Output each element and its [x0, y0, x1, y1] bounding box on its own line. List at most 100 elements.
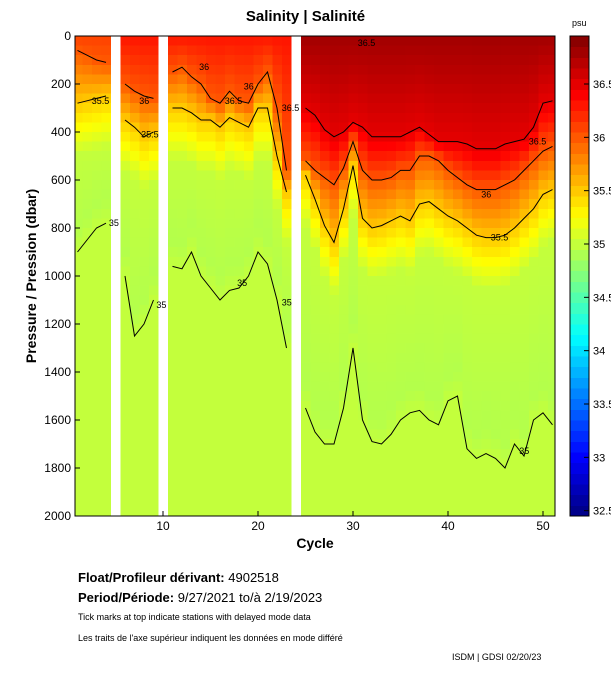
heatmap-cell	[319, 410, 330, 421]
heatmap-cell	[167, 362, 178, 373]
heatmap-cell	[443, 276, 453, 286]
heatmap-cell	[386, 160, 396, 171]
heatmap-cell	[196, 132, 206, 142]
heatmap-cell	[148, 141, 159, 152]
heatmap-cell	[490, 477, 501, 488]
heatmap-cell	[310, 256, 320, 267]
heatmap-cell	[462, 122, 472, 133]
heatmap-cell	[196, 151, 206, 162]
heatmap-cell	[348, 189, 358, 200]
heatmap-cell	[75, 362, 83, 373]
heatmap-cell	[490, 141, 501, 152]
heatmap-cell	[405, 45, 415, 56]
heatmap-cell	[357, 237, 368, 248]
heatmap-cell	[528, 362, 539, 373]
heatmap-cell	[367, 324, 377, 334]
heatmap-cell	[452, 276, 463, 286]
heatmap-cell	[186, 151, 197, 162]
colorbar-cell	[570, 345, 589, 357]
heatmap-cell	[386, 141, 396, 152]
heatmap-cell	[319, 45, 330, 56]
heatmap-cell	[386, 208, 396, 219]
heatmap-cell	[272, 218, 282, 229]
heatmap-cell	[120, 333, 130, 344]
heatmap-cell	[224, 266, 235, 277]
heatmap-cell	[75, 266, 83, 277]
heatmap-cell	[357, 132, 368, 142]
heatmap-cell	[490, 247, 501, 258]
heatmap-cell	[120, 420, 130, 430]
heatmap-cell	[196, 189, 206, 200]
heatmap-cell	[167, 468, 178, 478]
heatmap-cell	[519, 400, 529, 411]
heatmap-cell	[395, 103, 406, 114]
heatmap-cell	[386, 400, 396, 411]
heatmap-cell	[376, 141, 387, 152]
heatmap-cell	[433, 74, 444, 85]
heatmap-cell	[338, 477, 349, 488]
heatmap-cell	[367, 276, 377, 286]
heatmap-cell	[82, 151, 92, 162]
heatmap-cell	[262, 45, 273, 56]
heatmap-cell	[281, 112, 292, 123]
contour-line-35.5	[305, 165, 553, 244]
heatmap-cell	[471, 84, 482, 94]
heatmap-cell	[120, 410, 130, 421]
heatmap-cell	[462, 170, 472, 181]
contour-line-35.5	[172, 107, 287, 193]
heatmap-cell	[262, 256, 273, 267]
heatmap-cell	[405, 266, 415, 277]
heatmap-cell	[547, 64, 555, 75]
heatmap-cell	[129, 93, 140, 104]
heatmap-cell	[452, 458, 463, 469]
heatmap-cell	[433, 208, 444, 219]
heatmap-cell	[405, 112, 415, 123]
float-id: 4902518	[228, 570, 279, 585]
heatmap-cell	[215, 189, 225, 200]
heatmap-cell	[262, 458, 273, 469]
heatmap-cell	[281, 132, 292, 142]
heatmap-cell	[386, 304, 396, 315]
heatmap-cell	[462, 391, 472, 402]
colorbar-cell	[570, 238, 589, 250]
y-tick-label: 0	[64, 29, 71, 43]
heatmap-cell	[462, 343, 472, 354]
heatmap-cell	[348, 151, 358, 162]
heatmap-cell	[338, 218, 349, 229]
heatmap-cell	[234, 36, 244, 46]
heatmap-cell	[376, 228, 387, 238]
heatmap-cell	[452, 112, 463, 123]
heatmap-cell	[443, 180, 453, 190]
heatmap-cell	[148, 429, 159, 440]
heatmap-cell	[443, 55, 453, 66]
heatmap-cell	[262, 410, 273, 421]
colorbar-cell	[570, 196, 589, 208]
heatmap-cell	[538, 199, 548, 210]
heatmap-cell	[509, 122, 520, 133]
heatmap-cell	[120, 141, 130, 152]
heatmap-cell	[281, 381, 292, 392]
heatmap-cell	[500, 55, 510, 66]
y-tick-label: 1400	[44, 365, 71, 379]
heatmap-cell	[310, 496, 320, 507]
heatmap-cell	[91, 420, 102, 430]
heatmap-cell	[243, 276, 254, 286]
heatmap-cell	[395, 295, 406, 306]
heatmap-cell	[500, 74, 510, 85]
heatmap-cell	[120, 506, 130, 516]
heatmap-cell	[139, 496, 149, 507]
heatmap-cell	[319, 208, 330, 219]
heatmap-cell	[234, 180, 244, 190]
heatmap-cell	[443, 468, 453, 478]
heatmap-cell	[177, 295, 187, 306]
heatmap-cell	[348, 112, 358, 123]
heatmap-cell	[129, 285, 140, 296]
colorbar-cell	[570, 110, 589, 122]
heatmap-cell	[395, 352, 406, 363]
heatmap-cell	[120, 496, 130, 507]
heatmap-cell	[272, 64, 282, 75]
heatmap-cell	[462, 218, 472, 229]
heatmap-cell	[443, 285, 453, 296]
heatmap-cell	[167, 237, 178, 248]
heatmap-cell	[424, 429, 434, 440]
